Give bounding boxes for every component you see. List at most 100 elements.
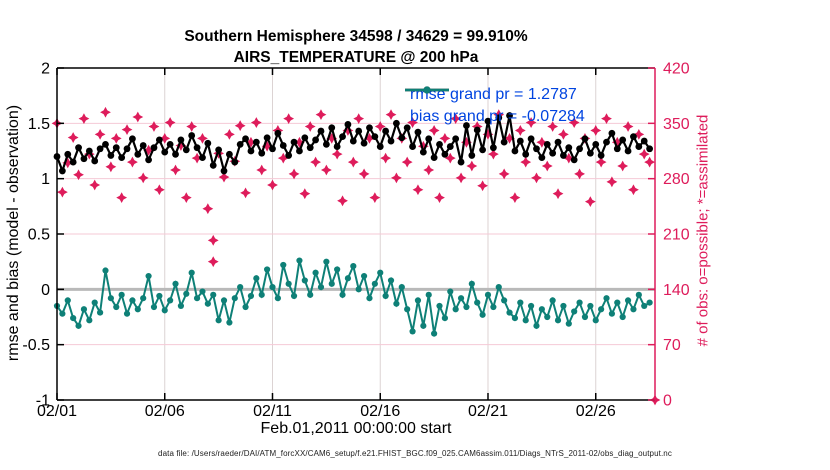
legend-label-bias: bias grand pr = -0.07284: [410, 108, 585, 125]
bias-marker: [495, 284, 502, 291]
rmse-marker: [161, 148, 169, 156]
rmse-marker: [129, 135, 136, 143]
obs-assimilated-marker: [391, 172, 402, 184]
bias-marker: [533, 322, 540, 329]
obs-assimilated-marker: [628, 184, 639, 196]
rmse-marker: [457, 158, 465, 166]
left-tick-label: -1: [36, 393, 50, 410]
rmse-marker: [586, 149, 594, 157]
obs-assimilated-marker: [256, 164, 268, 176]
bias-marker: [274, 295, 281, 302]
rmse-marker: [414, 128, 422, 136]
bias-marker: [441, 315, 448, 322]
bias-marker: [102, 267, 109, 274]
obs-assimilated-marker: [380, 152, 392, 164]
rmse-marker: [333, 143, 341, 150]
rmse-marker: [613, 145, 621, 153]
obs-assimilated-marker: [633, 129, 645, 140]
bias-marker: [501, 297, 508, 304]
bias-marker: [86, 317, 93, 324]
rmse-marker: [75, 144, 82, 152]
bias-marker: [118, 291, 125, 298]
bias-marker: [355, 286, 362, 293]
obs-assimilated-marker: [143, 144, 154, 156]
rmse-marker: [398, 134, 406, 142]
bias-marker: [242, 303, 249, 311]
obs-assimilated-marker: [525, 117, 537, 128]
bias-marker: [145, 272, 152, 280]
rmse-marker: [355, 127, 363, 135]
rmse-marker: [565, 144, 573, 152]
obs-assimilated-marker: [601, 113, 612, 124]
rmse-marker: [608, 129, 616, 137]
bias-marker: [96, 309, 104, 316]
obs-assimilated-marker: [471, 121, 483, 132]
obs-assimilated-marker: [337, 195, 348, 207]
bias-marker: [183, 290, 190, 297]
obs-assimilated-marker: [267, 179, 278, 191]
obs-assimilated-marker: [320, 164, 332, 176]
bias-marker: [544, 313, 551, 321]
obs-assimilated-marker: [148, 121, 160, 132]
obs-assimilated-marker: [374, 121, 386, 132]
rmse-marker: [592, 140, 600, 148]
obs-assimilated-marker: [299, 188, 311, 200]
obs-assimilated-marker: [407, 117, 418, 128]
bias-marker: [75, 322, 82, 329]
bias-marker: [150, 303, 158, 311]
rmse-marker: [473, 126, 481, 134]
obs-assimilated-marker: [622, 121, 634, 132]
right-tick-label: 210: [663, 227, 690, 244]
rmse-marker: [468, 152, 476, 159]
obs-assimilated-marker: [611, 136, 623, 148]
bias-marker: [565, 320, 572, 327]
bias-marker: [204, 300, 211, 307]
rmse-marker: [85, 147, 93, 155]
bias-marker: [581, 313, 589, 321]
rmse-marker: [376, 143, 384, 150]
bias-marker: [220, 297, 228, 304]
obs-assimilated-marker: [444, 152, 456, 164]
rmse-marker: [301, 134, 309, 142]
bias-marker: [193, 295, 201, 302]
rmse-marker: [182, 146, 190, 154]
rmse-marker: [328, 124, 336, 132]
bias-marker: [280, 261, 287, 269]
obs-assimilated-marker: [638, 148, 650, 160]
bias-marker: [366, 295, 373, 302]
bias-marker: [538, 306, 545, 313]
obs-assimilated-marker: [509, 192, 521, 204]
obs-assimilated-marker: [197, 132, 208, 144]
rmse-marker: [296, 147, 303, 155]
rmse-marker: [172, 150, 179, 158]
rmse-marker: [290, 138, 298, 146]
obs-assimilated-marker: [78, 113, 90, 124]
rmse-marker: [306, 144, 314, 152]
bias-marker: [59, 310, 66, 317]
obs-assimilated-marker: [369, 192, 381, 204]
bias-marker: [188, 269, 195, 276]
obs-assimilated-marker: [536, 136, 548, 148]
obs-assimilated-marker: [294, 136, 305, 148]
obs-assimilated-marker: [218, 171, 230, 183]
obs-assimilated-marker: [347, 156, 359, 168]
bias-marker: [398, 284, 405, 291]
obs-assimilated-marker: [207, 256, 219, 268]
rmse-marker: [322, 140, 330, 148]
obs-assimilated-marker: [89, 179, 101, 191]
rmse-marker: [80, 155, 88, 163]
bias-marker: [425, 291, 432, 298]
bias-marker: [511, 315, 519, 322]
bias-marker: [258, 291, 265, 298]
bias-marker: [436, 302, 443, 310]
left-tick-label: 1: [41, 171, 50, 188]
bias-marker: [296, 257, 303, 264]
obs-assimilated-marker: [56, 186, 68, 198]
rmse-marker: [409, 143, 416, 150]
bias-marker: [474, 299, 481, 306]
bias-marker: [393, 300, 400, 307]
obs-assimilated-marker: [261, 140, 273, 152]
left-tick-label: 2: [41, 61, 50, 78]
rmse-marker: [549, 149, 557, 157]
right-tick-label: 350: [663, 116, 690, 133]
